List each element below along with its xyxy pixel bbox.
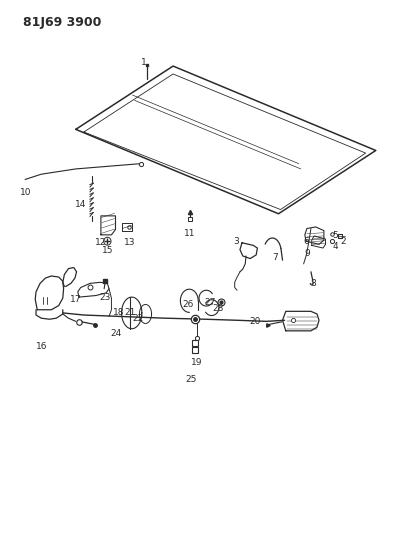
Text: 16: 16 (36, 342, 47, 351)
Text: 9: 9 (305, 249, 311, 259)
Text: 23: 23 (100, 293, 111, 302)
Text: 27: 27 (204, 298, 215, 307)
Text: 13: 13 (124, 238, 136, 247)
Text: 14: 14 (75, 200, 86, 209)
Text: 17: 17 (70, 295, 81, 304)
Text: 15: 15 (102, 246, 114, 255)
Text: 18: 18 (113, 308, 125, 317)
Text: 12: 12 (95, 238, 106, 247)
Text: 19: 19 (191, 358, 202, 367)
Text: 20: 20 (249, 317, 261, 326)
Text: 4: 4 (332, 242, 338, 251)
Text: 28: 28 (213, 304, 224, 313)
Text: 22: 22 (132, 314, 143, 322)
Text: 5: 5 (332, 231, 338, 240)
Text: 25: 25 (186, 375, 197, 384)
Text: 3: 3 (233, 237, 239, 246)
Text: 8: 8 (310, 279, 316, 288)
Text: 26: 26 (182, 300, 194, 309)
Text: 6: 6 (303, 237, 309, 246)
Text: 21: 21 (124, 308, 135, 317)
Text: 10: 10 (20, 188, 32, 197)
Text: 1: 1 (141, 58, 147, 67)
Text: 81J69 3900: 81J69 3900 (23, 16, 102, 29)
Text: 11: 11 (185, 229, 196, 238)
Text: 7: 7 (272, 253, 278, 262)
Text: 2: 2 (341, 237, 346, 246)
Text: 24: 24 (110, 329, 121, 338)
